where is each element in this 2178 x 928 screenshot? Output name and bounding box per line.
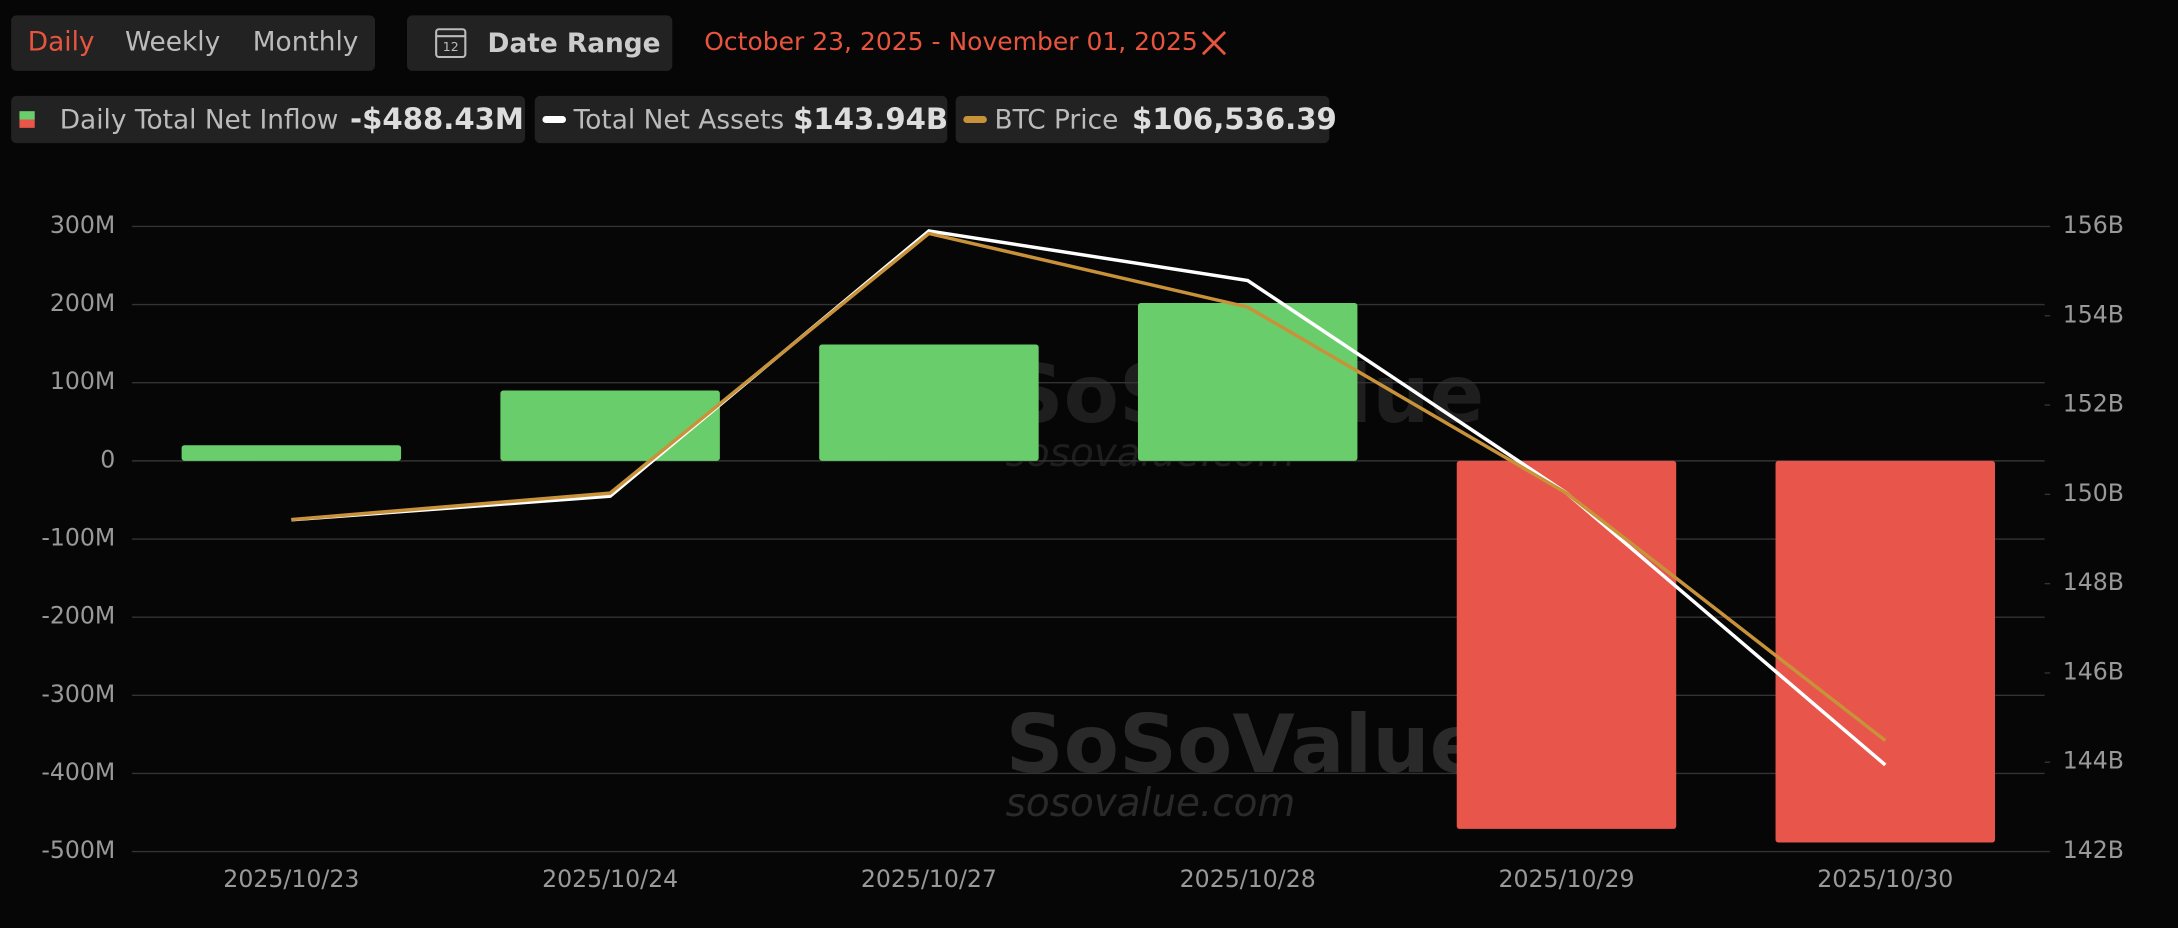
legend-value: -$488.43M bbox=[350, 102, 524, 136]
x-tick-label: 2025/10/29 bbox=[1498, 865, 1634, 893]
y2-tick-label: 144B bbox=[2063, 747, 2124, 775]
legend-chip bbox=[955, 95, 1330, 144]
bar bbox=[1456, 460, 1677, 829]
period-tabs bbox=[11, 15, 376, 71]
tab-monthly[interactable]: Monthly bbox=[253, 28, 359, 58]
date-range-button[interactable] bbox=[406, 15, 673, 71]
line bbox=[291, 229, 1887, 767]
legend-label: Daily Total Net Inflow bbox=[60, 105, 339, 135]
calendar-icon bbox=[435, 28, 467, 59]
date-range-text: October 23, 2025 - November 01, 2025 bbox=[704, 27, 1198, 56]
legend-icon-negative bbox=[19, 119, 35, 128]
legend-icon-positive bbox=[19, 111, 35, 120]
legend-chip bbox=[534, 95, 948, 144]
y-tick-label: -400M bbox=[41, 758, 115, 786]
watermark: SoSoValue bbox=[1006, 697, 1485, 791]
x-tick-label: 2025/10/23 bbox=[223, 865, 359, 893]
y2-tick-label: 142B bbox=[2063, 836, 2124, 864]
y2-tick-label: 152B bbox=[2063, 390, 2124, 418]
x-tick-label: 2025/10/28 bbox=[1180, 865, 1316, 893]
y-tick-label: -200M bbox=[41, 602, 115, 630]
bar bbox=[1137, 303, 1358, 461]
plot: 300M 200M 100M 0 -100M -200M -300M -400M -500M 15… bbox=[41, 211, 2124, 893]
bar bbox=[181, 445, 402, 461]
y2-tick-label: 150B bbox=[2063, 479, 2124, 507]
legend-value: $143.94B bbox=[793, 102, 948, 136]
y-tick-label: 100M bbox=[50, 367, 115, 395]
legend-label: Total Net Assets bbox=[573, 105, 785, 135]
y2-tick-label: 146B bbox=[2063, 657, 2124, 685]
y-tick-label: -500M bbox=[41, 836, 115, 864]
date-range-label[interactable]: Date Range bbox=[488, 29, 661, 59]
x-tick-label: 2025/10/30 bbox=[1817, 865, 1953, 893]
clear-date-icon[interactable] bbox=[1201, 31, 1227, 56]
legend-label: BTC Price bbox=[995, 105, 1119, 135]
y2-tick-label: 148B bbox=[2063, 568, 2124, 596]
legend-chip bbox=[11, 95, 526, 144]
x-tick-label: 2025/10/24 bbox=[542, 865, 678, 893]
bar bbox=[1775, 460, 1995, 843]
bar bbox=[500, 390, 720, 461]
tab-daily[interactable]: Daily bbox=[28, 28, 95, 58]
bar bbox=[819, 344, 1039, 461]
legend-value: $106,536.39 bbox=[1132, 102, 1337, 136]
y-tick-label: -300M bbox=[41, 680, 115, 708]
line bbox=[291, 231, 1887, 742]
y-tick-label: -100M bbox=[41, 524, 115, 552]
watermark-url: sosovalue.com bbox=[1006, 781, 1296, 826]
y-tick-label: 300M bbox=[50, 211, 115, 239]
y-tick-label: 0 bbox=[100, 445, 115, 473]
x-tick-label: 2025/10/27 bbox=[861, 865, 997, 893]
y2-tick-label: 156B bbox=[2063, 211, 2124, 239]
calendar-day: 12 bbox=[443, 39, 459, 54]
y-tick-label: 200M bbox=[50, 289, 115, 317]
y2-tick-label: 154B bbox=[2063, 300, 2124, 328]
tab-weekly[interactable]: Weekly bbox=[125, 28, 220, 58]
